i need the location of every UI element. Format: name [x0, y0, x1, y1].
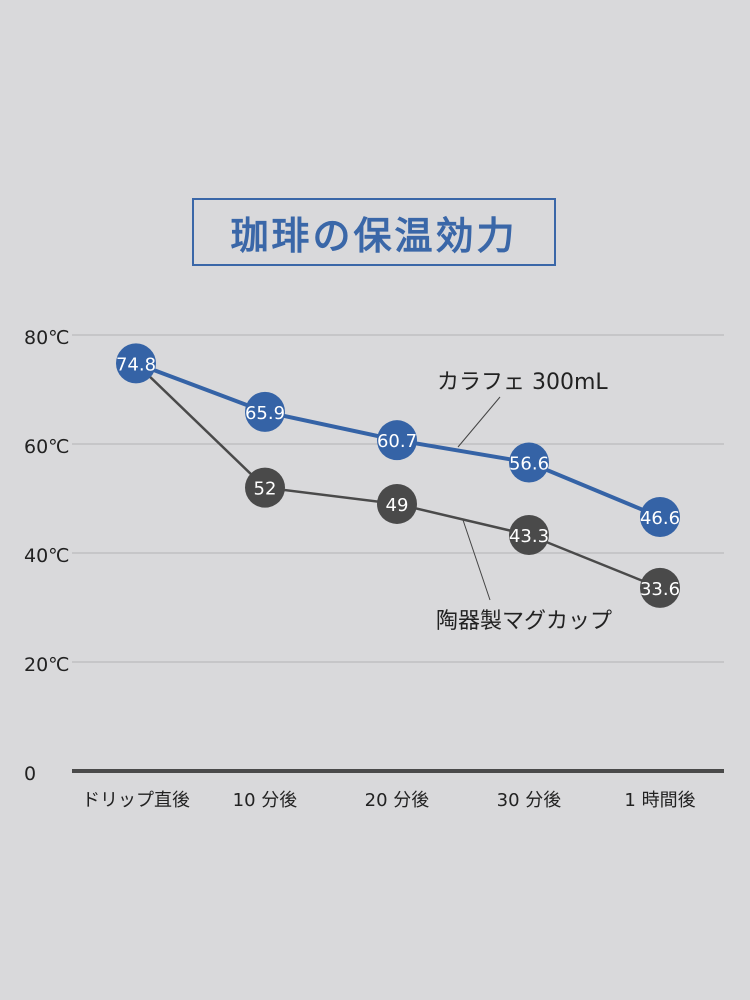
data-point: [245, 391, 285, 432]
chart-title: 珈琲の保温効力: [192, 198, 556, 266]
data-point: [509, 515, 549, 556]
data-label: 56.6: [509, 454, 549, 475]
data-label: 33.6: [640, 579, 680, 600]
data-label: 60.7: [377, 431, 417, 452]
data-label: 49: [386, 495, 409, 516]
y-tick-label: 20℃: [24, 654, 70, 676]
data-point: [377, 420, 417, 461]
x-tick-label: 20 分後: [365, 790, 430, 811]
y-tick-label: 40℃: [24, 545, 70, 567]
data-label: 46.6: [640, 508, 680, 529]
data-label: 65.9: [245, 403, 285, 424]
series-line: [135, 362, 661, 590]
x-tick-label: 10 分後: [233, 790, 298, 811]
series-label-mug: 陶器製マグカップ: [436, 609, 612, 634]
data-point: [377, 483, 417, 524]
data-point: [640, 567, 680, 608]
legend-leader-line: [457, 396, 501, 448]
data-point: [640, 497, 680, 538]
data-label: 52: [254, 479, 277, 500]
x-tick-label: 30 分後: [497, 790, 562, 811]
data-point: [509, 442, 549, 483]
x-tick-label: 1 時間後: [624, 790, 695, 811]
legend-leader-line: [462, 519, 491, 601]
series-label-carafe: カラフェ 300mL: [437, 370, 608, 395]
y-tick-label: 80℃: [24, 327, 70, 349]
data-point: [116, 343, 156, 384]
x-tick-label: ドリップ直後: [82, 790, 190, 811]
y-tick-label: 60℃: [24, 436, 70, 458]
data-label: 43.3: [509, 526, 549, 547]
data-point: [245, 467, 285, 508]
data-label: 74.8: [116, 354, 156, 375]
y-tick-label: 0: [24, 763, 36, 785]
